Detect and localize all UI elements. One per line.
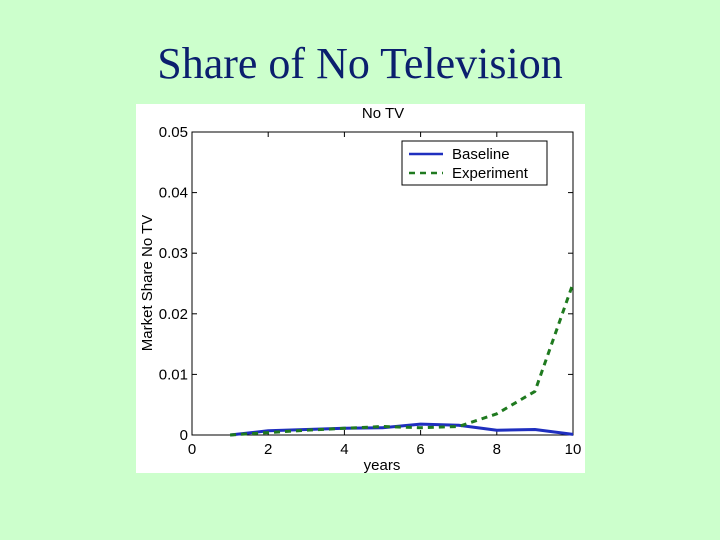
y-tick-label: 0 bbox=[180, 427, 188, 444]
legend-label-baseline: Baseline bbox=[452, 146, 510, 163]
y-tick-label: 0.04 bbox=[159, 185, 188, 202]
legend: Baseline Experiment bbox=[401, 140, 548, 186]
chart-title: No TV bbox=[362, 105, 404, 122]
y-tick-label: 0.02 bbox=[159, 306, 188, 323]
x-tick-label: 2 bbox=[264, 441, 272, 458]
x-tick-label: 0 bbox=[188, 441, 196, 458]
y-tick-label: 0.05 bbox=[159, 124, 188, 141]
x-tick-label: 4 bbox=[340, 441, 348, 458]
y-tick-label: 0.03 bbox=[159, 245, 188, 262]
legend-label-experiment: Experiment bbox=[452, 165, 529, 182]
x-axis-label: years bbox=[364, 457, 401, 473]
x-tick-label: 6 bbox=[416, 441, 424, 458]
y-axis-label: Market Share No TV bbox=[139, 215, 156, 351]
line-chart: No TV 0 2 4 6 8 10 0 0.01 0.02 0.03 0.04 0.05 years… bbox=[139, 105, 582, 473]
slide-title: Share of No Television bbox=[157, 39, 563, 88]
x-tick-label: 8 bbox=[493, 441, 501, 458]
chart-figure: No TV 0 2 4 6 8 10 0 0.01 0.02 0.03 0.04 0.05 years… bbox=[136, 104, 585, 473]
legend-box bbox=[401, 140, 548, 186]
series-line-experiment bbox=[230, 283, 575, 437]
x-tick-label: 10 bbox=[565, 441, 582, 458]
y-tick-label: 0.01 bbox=[159, 366, 188, 383]
